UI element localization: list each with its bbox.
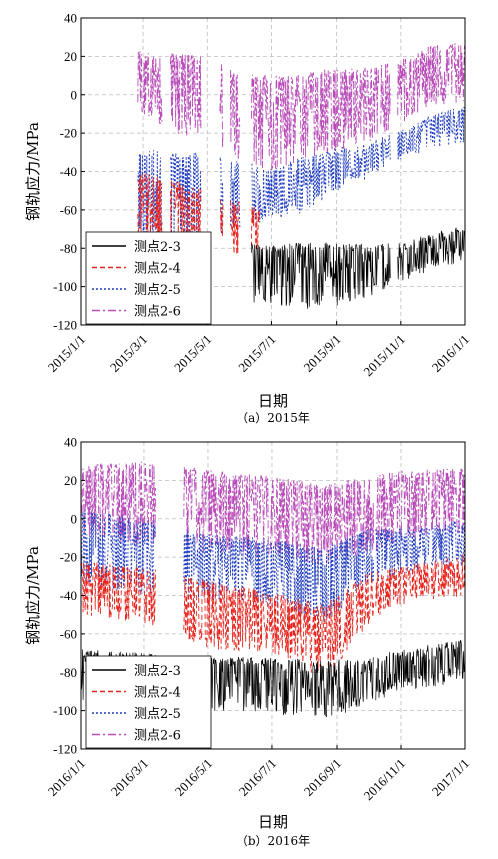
series-line [137, 173, 261, 255]
y-axis-label: 钢轨应力/MPa [24, 122, 42, 221]
x-axis-label: 日期 [258, 813, 288, 831]
legend-label: 测点2-3 [134, 240, 181, 255]
x-tick-label: 2016/11/1 [361, 756, 409, 804]
y-tick-label: -100 [53, 703, 77, 718]
x-tick-label: 2015/5/1 [171, 332, 214, 375]
x-tick-label: 2016/1/1 [45, 756, 88, 799]
legend-box [85, 655, 212, 749]
legend: 测点2-3 测点2-4 测点2-5 测点2-6 [85, 231, 212, 325]
x-tick-label: 2016/5/1 [172, 756, 215, 799]
y-tick-label: 20 [64, 473, 77, 488]
y-tick-label: -80 [60, 241, 77, 256]
y-tick-label: -40 [60, 588, 77, 603]
legend: 测点2-3 测点2-4 测点2-5 测点2-6 [85, 655, 212, 749]
x-tick-label: 2016/7/1 [236, 756, 279, 799]
x-tick-label: 2015/3/1 [107, 332, 150, 375]
y-tick-label: -20 [60, 126, 77, 141]
y-tick-label: 0 [71, 87, 78, 102]
y-tick-label: 20 [64, 49, 77, 64]
y-tick-label: -20 [60, 550, 77, 565]
y-tick-label: -120 [53, 742, 77, 757]
legend-label: 测点2-4 [134, 686, 181, 701]
legend-label: 测点2-4 [134, 262, 181, 277]
legend-label: 测点2-3 [134, 664, 181, 679]
series-line [251, 227, 465, 309]
legend-label: 测点2-5 [134, 707, 181, 722]
y-tick-label: -100 [53, 279, 77, 294]
legend-label: 测点2-6 [134, 305, 181, 320]
y-tick-label: 40 [64, 11, 77, 26]
x-tick-label: 2015/11/1 [360, 332, 408, 380]
series-line [81, 553, 465, 673]
y-tick-label: 0 [71, 511, 78, 526]
y-axis-label: 钢轨应力/MPa [24, 546, 42, 645]
x-tick-label: 2015/1/1 [45, 332, 88, 375]
legend-label: 测点2-6 [134, 729, 181, 744]
y-tick-label: -40 [60, 164, 77, 179]
y-tick-label: -80 [60, 665, 77, 680]
y-tick-label: -60 [60, 626, 77, 641]
x-tick-label: 2017/1/1 [429, 756, 472, 799]
panel-caption: （b）2016年 [236, 834, 310, 848]
series-line [137, 43, 465, 172]
x-tick-label: 2015/7/1 [235, 332, 278, 375]
x-tick-label: 2015/9/1 [300, 332, 343, 375]
legend-box [85, 231, 212, 325]
x-axis-label: 日期 [258, 392, 288, 410]
y-tick-label: -120 [53, 318, 77, 333]
x-tick-label: 2016/3/1 [108, 756, 151, 799]
panel-caption: （a）2015年 [236, 411, 310, 425]
plot-area [137, 43, 465, 309]
y-tick-label: -60 [60, 202, 77, 217]
y-tick-label: 40 [64, 435, 77, 450]
x-tick-label: 2016/1/1 [429, 332, 472, 375]
legend-label: 测点2-5 [134, 283, 181, 298]
x-tick-label: 2016/9/1 [301, 756, 344, 799]
